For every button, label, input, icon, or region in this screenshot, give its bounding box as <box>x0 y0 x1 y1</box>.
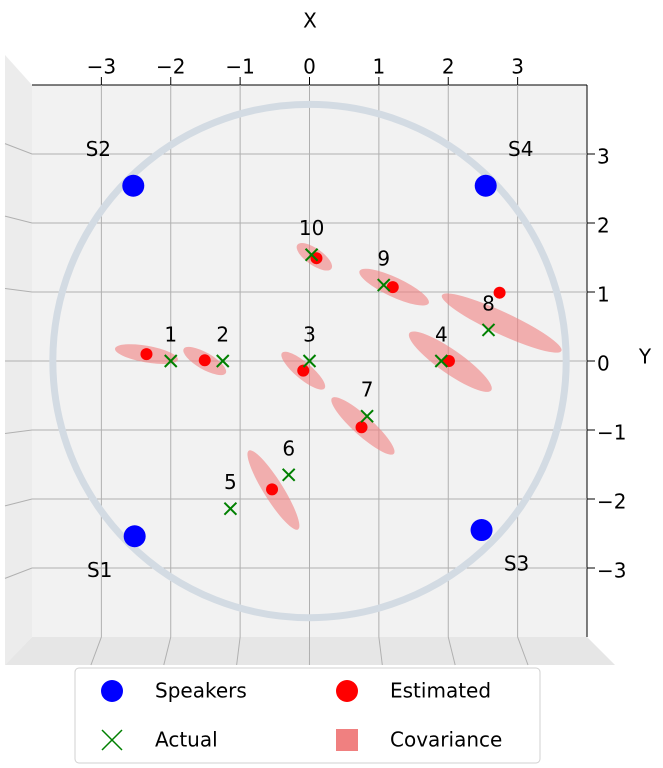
point <box>266 483 279 496</box>
grid-line <box>4 498 587 507</box>
y-tick-label: −3 <box>597 559 626 583</box>
legend-label: Actual <box>155 728 218 752</box>
grid-line <box>236 85 241 666</box>
grid-line <box>90 85 102 666</box>
point <box>377 278 391 292</box>
y-tick-label: 2 <box>597 214 610 238</box>
grid-line <box>517 85 529 666</box>
point-label: S4 <box>508 137 533 161</box>
point <box>140 348 153 361</box>
point-label: S1 <box>87 558 112 582</box>
x-tick-label: −2 <box>156 55 185 79</box>
point <box>474 174 497 197</box>
point <box>198 354 211 367</box>
y-tick-label: 0 <box>597 352 610 376</box>
x-tick-label: −1 <box>225 55 254 79</box>
legend-marker <box>101 680 123 702</box>
x-tick-label: 3 <box>511 55 524 79</box>
point <box>434 354 449 368</box>
grid-line <box>378 85 383 666</box>
grid-line <box>447 85 456 666</box>
point <box>223 501 238 516</box>
point <box>122 174 145 197</box>
point <box>442 355 455 367</box>
y-tick-label: −2 <box>597 490 626 514</box>
legend-label: Estimated <box>390 679 491 703</box>
grid-line <box>4 215 587 224</box>
point <box>481 323 496 337</box>
grid-line <box>4 143 587 155</box>
point <box>302 354 317 368</box>
legend-marker <box>336 680 358 702</box>
legend <box>74 667 541 764</box>
point-label: S2 <box>86 137 111 161</box>
point-label: 3 <box>303 323 316 347</box>
y-axis-label: Y <box>638 345 652 369</box>
point-label: 7 <box>361 378 374 402</box>
y-tick-label: 1 <box>597 283 610 307</box>
point <box>297 364 310 377</box>
point <box>216 354 230 368</box>
point-label: 10 <box>299 216 324 240</box>
point-label: 4 <box>435 323 448 347</box>
point <box>123 525 146 548</box>
x-tick-label: 2 <box>442 55 455 79</box>
point <box>360 409 374 423</box>
bottom-pane <box>5 637 615 665</box>
point-label: 9 <box>377 247 390 271</box>
covariance-ellipse <box>441 293 562 353</box>
legend-label: Covariance <box>390 728 502 752</box>
grid-line <box>4 429 587 434</box>
point-label: 8 <box>482 291 495 315</box>
legend-marker <box>101 729 123 751</box>
point-label: 2 <box>216 323 229 347</box>
point-label: 6 <box>282 436 295 460</box>
left-pane <box>5 55 32 665</box>
point <box>355 421 368 434</box>
point <box>386 281 399 294</box>
x-tick-label: 0 <box>303 55 316 79</box>
legend-marker <box>336 729 358 751</box>
x-axis-label: X <box>303 9 317 33</box>
x-tick-label: −3 <box>87 55 116 79</box>
point <box>470 519 493 542</box>
room-boundary <box>49 100 570 622</box>
x-tick-label: 1 <box>373 55 386 79</box>
point-label: 1 <box>164 323 177 347</box>
legend-entries: Speakers Actual Estimated Covariance <box>101 679 502 752</box>
y-tick-label: 3 <box>597 145 610 169</box>
point <box>164 354 178 368</box>
point <box>281 468 296 482</box>
point <box>304 248 319 262</box>
point <box>493 286 506 299</box>
grid-line <box>4 567 587 579</box>
y-tick-label: −1 <box>597 421 626 445</box>
plot-area: −3 −2 −1 0 1 2 3 −3 −2 −1 0 1 2 3 S1 S2 S3 S4 1 2 3 4 5 6 7 8 9 10 <box>4 55 626 666</box>
point-label: S3 <box>504 552 529 576</box>
point-label: 5 <box>224 470 237 494</box>
legend-label: Speakers <box>155 679 247 703</box>
grid-line <box>163 85 172 666</box>
